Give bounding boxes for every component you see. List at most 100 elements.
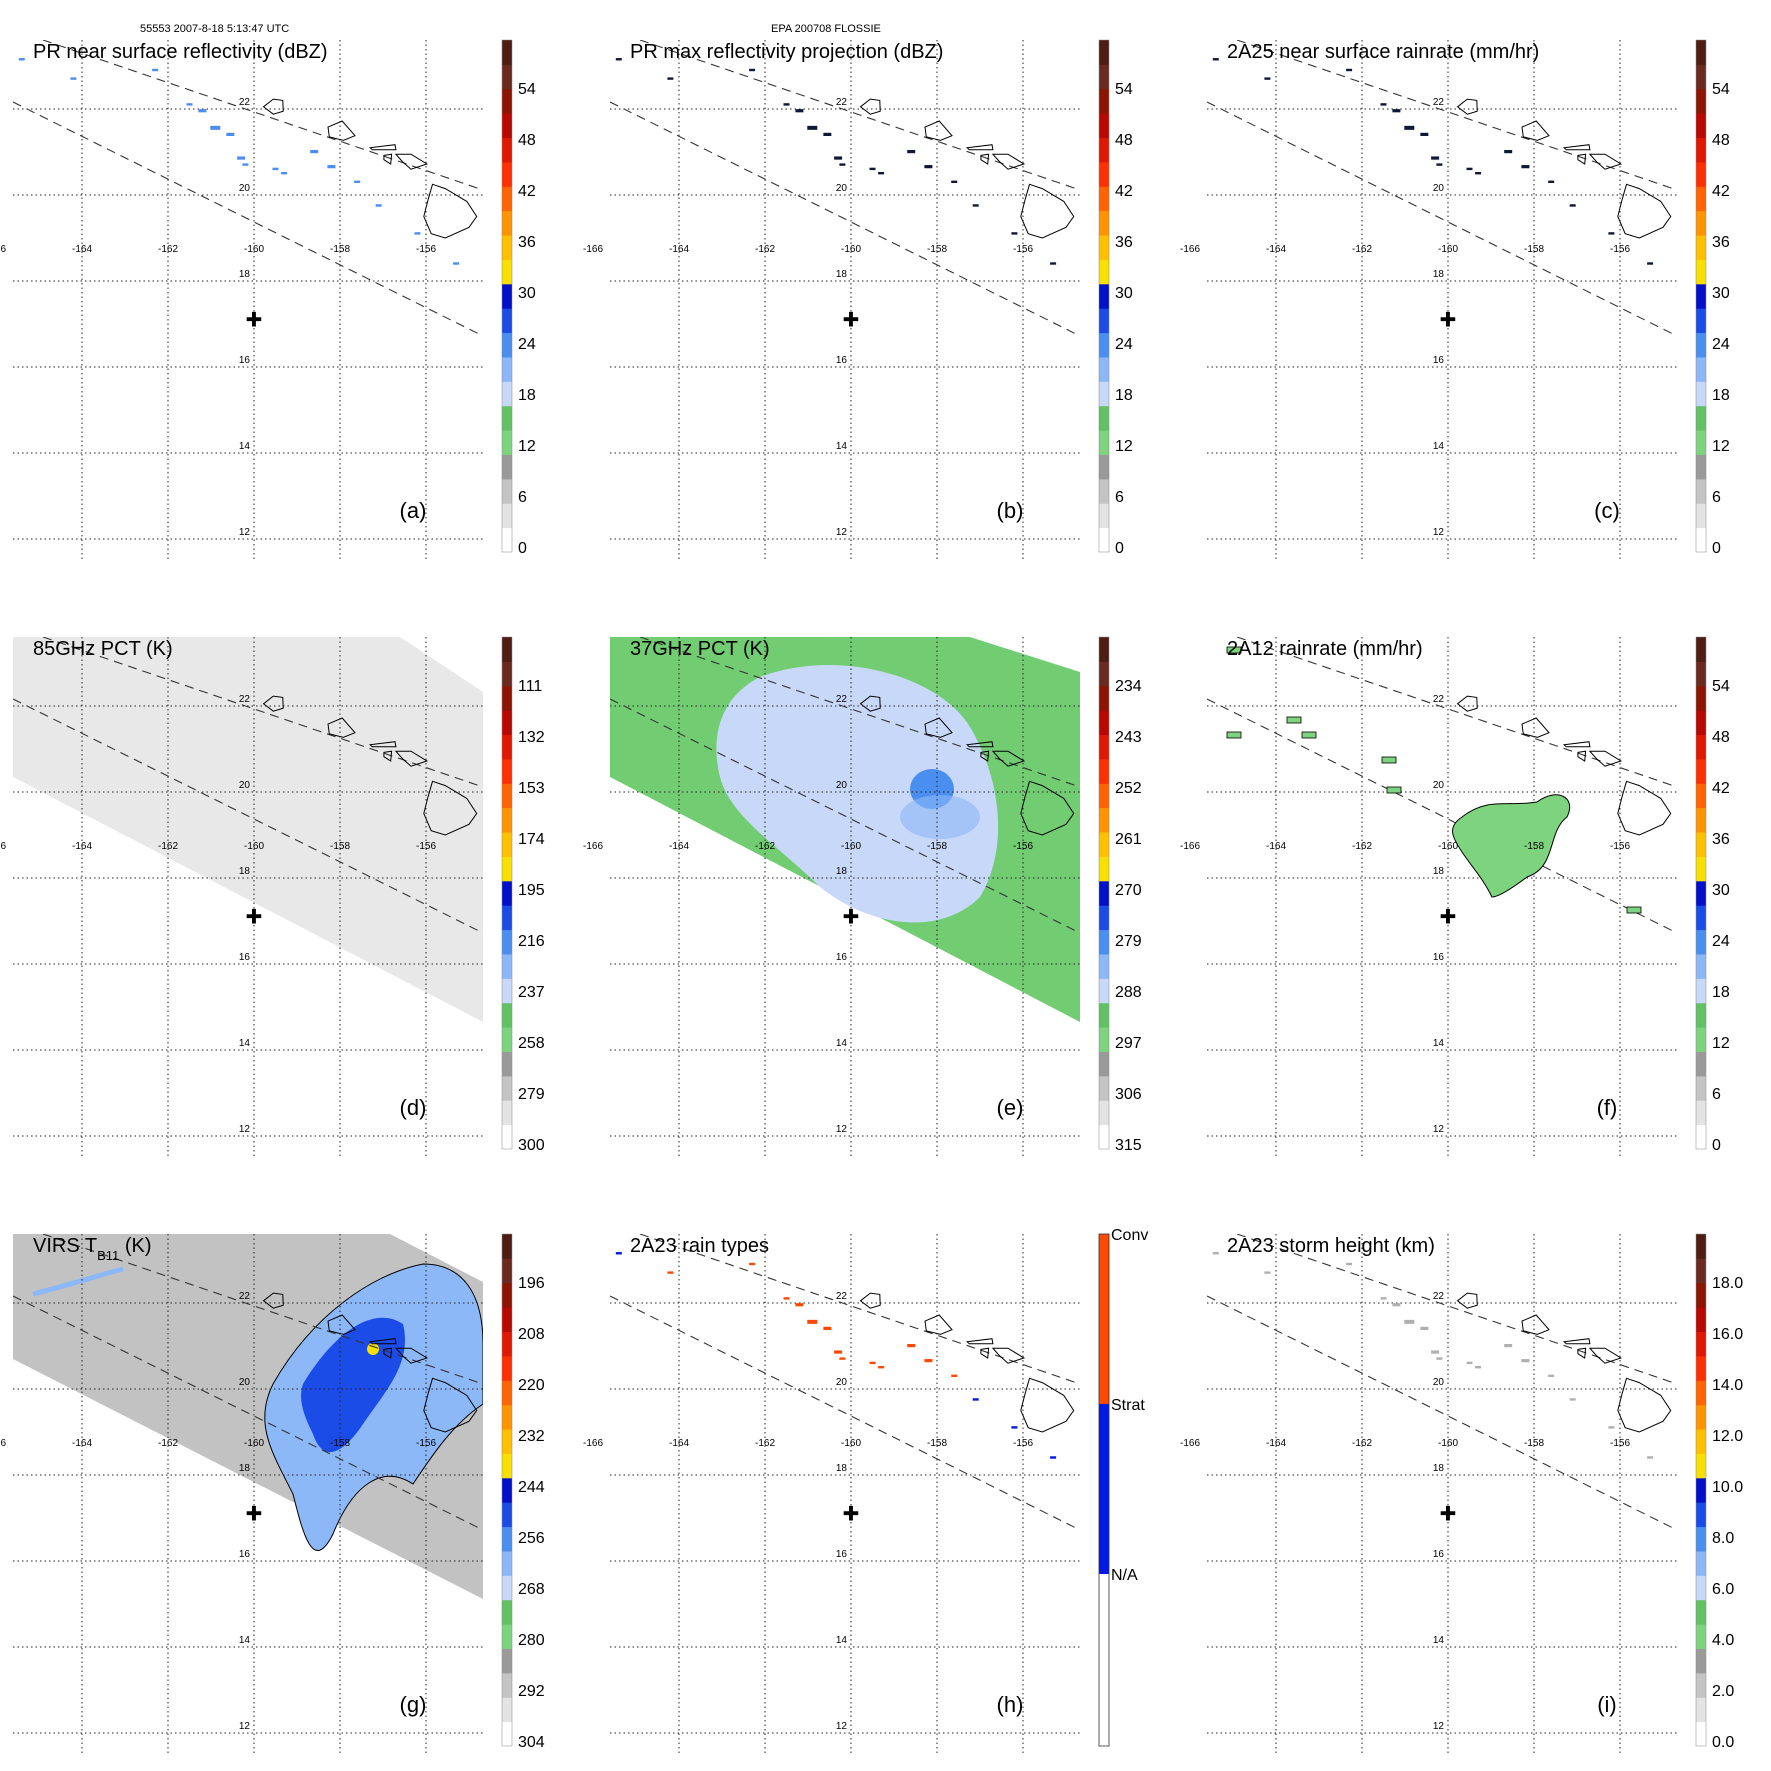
rain-patch xyxy=(1386,786,1402,794)
swath-area xyxy=(13,637,483,1022)
rain-patch xyxy=(1286,716,1302,724)
colorbar-frame xyxy=(501,1233,513,1747)
colorbar-segment xyxy=(1099,308,1109,334)
colorbar-segment xyxy=(1696,856,1706,882)
rain-pixel xyxy=(667,1271,674,1274)
rain-pixel xyxy=(1466,1361,1473,1365)
rain-pixel xyxy=(1521,1359,1530,1363)
colorbar-label: 0.0 xyxy=(1712,1734,1734,1751)
colorbar-label: 54 xyxy=(1712,678,1730,695)
colorbar-label: 237 xyxy=(518,984,545,1001)
colorbar-segment xyxy=(1099,430,1109,455)
colorbar-segment xyxy=(1099,332,1109,358)
lat-label: 12 xyxy=(1433,527,1445,538)
panel-title: PR near surface reflectivity (dBZ) xyxy=(33,41,328,63)
rain-pixel xyxy=(1404,125,1415,130)
rain-pixel xyxy=(972,204,979,207)
colorbar-segment xyxy=(1099,161,1109,187)
lon-label: -166 xyxy=(583,1438,603,1449)
orbit-info-label: 55553 2007-8-18 5:13:47 UTC xyxy=(140,23,290,35)
lat-label: 18 xyxy=(1433,269,1445,280)
colorbar-segment xyxy=(502,1258,512,1284)
panel-plot-area: ✚ xyxy=(1207,637,1677,1157)
colorbar-segment xyxy=(1696,478,1706,504)
colorbar-label: 196 xyxy=(518,1275,545,1292)
colorbar-segment xyxy=(1696,758,1706,784)
rain-pixel xyxy=(839,163,846,166)
lon-label: -162 xyxy=(755,841,775,852)
colorbar-label: 315 xyxy=(1115,1137,1142,1154)
rain-pixel xyxy=(1521,165,1530,169)
lat-label: 14 xyxy=(836,1635,848,1646)
colorbar-label: 258 xyxy=(518,1035,545,1052)
colorbar-segment xyxy=(1099,356,1109,382)
colorbar-label: 2.0 xyxy=(1712,1683,1734,1700)
lat-label: 18 xyxy=(836,1463,848,1474)
lon-label: -166 xyxy=(0,1438,6,1449)
colorbar-label: 306 xyxy=(1115,1086,1142,1103)
rain-pixel xyxy=(375,204,382,207)
colorbar-segment xyxy=(1099,283,1109,309)
rain-pixel xyxy=(1392,109,1401,113)
lat-label: 20 xyxy=(1433,780,1445,791)
lat-label: 18 xyxy=(239,866,251,877)
lat-label: 16 xyxy=(836,1549,848,1560)
lon-label: -166 xyxy=(1180,244,1200,255)
map-panel-g: ✚222018161412-166-164-162-160-158-156VIR… xyxy=(0,1233,545,1754)
lon-label: -156 xyxy=(416,244,436,255)
colorbar-label: 18 xyxy=(1712,984,1730,1001)
lat-label: 14 xyxy=(1433,1038,1445,1049)
lat-label: 22 xyxy=(1433,694,1445,705)
colorbar-label: 48 xyxy=(1115,132,1133,149)
rain-pixel xyxy=(354,180,361,183)
colorbar-segment xyxy=(502,161,512,187)
colorbar-segment xyxy=(1696,405,1706,431)
colorbar-frame xyxy=(1098,636,1110,1150)
colorbar-segment xyxy=(1696,880,1706,906)
rain-pixel xyxy=(749,68,756,72)
colorbar-label: 270 xyxy=(1115,882,1142,899)
colorbar-label: 30 xyxy=(1712,285,1730,302)
colorbar: 54 48 42 36 30 24 18 12 6 0 xyxy=(1695,636,1730,1154)
colorbar-segment xyxy=(1696,283,1706,309)
colorbar-segment xyxy=(1696,235,1706,260)
swath-edges xyxy=(13,40,483,337)
colorbar-segment xyxy=(1696,1100,1706,1126)
colorbar-segment xyxy=(1099,186,1109,212)
colorbar-segment xyxy=(1696,1404,1706,1430)
colorbar-label: 48 xyxy=(1712,729,1730,746)
panel-letter: (c) xyxy=(1594,498,1620,523)
colorbar: Conv Strat N/A xyxy=(1098,1227,1148,1747)
colorbar-segment xyxy=(502,1124,512,1150)
colorbar-segment xyxy=(1099,880,1109,906)
colorbar-segment xyxy=(502,1075,512,1101)
lat-label: 20 xyxy=(836,780,848,791)
lat-label: 16 xyxy=(836,952,848,963)
rain-patch xyxy=(1381,756,1397,764)
rain-pixel xyxy=(226,132,235,136)
title-subscript: B11 xyxy=(97,1248,119,1263)
colorbar-label: 268 xyxy=(518,1581,545,1598)
rain-pixel xyxy=(869,1361,876,1365)
rain-pixel xyxy=(1264,77,1271,80)
lat-label: 14 xyxy=(239,441,251,452)
colorbar-segment xyxy=(502,454,512,480)
colorbar-segment xyxy=(1696,1075,1706,1101)
colorbar-segment xyxy=(502,978,512,1004)
colorbar-segment xyxy=(1696,1502,1706,1528)
rain-pixel xyxy=(907,150,916,154)
colorbar-frame xyxy=(1098,39,1110,553)
cloud-band xyxy=(32,1266,124,1297)
panel-plot-area: ✚ xyxy=(610,40,1080,560)
colorbar-segment xyxy=(1099,905,1109,931)
lon-label: -166 xyxy=(1180,841,1200,852)
colorbar-label: 14.0 xyxy=(1712,1377,1743,1394)
colorbar-segment xyxy=(1099,405,1109,431)
colorbar-label: 12 xyxy=(1115,438,1133,455)
colorbar-label: 0 xyxy=(1712,540,1721,557)
colorbar-segment xyxy=(1696,1575,1706,1601)
colorbar-segment xyxy=(502,1453,512,1479)
title-suffix: (K) xyxy=(119,1235,151,1257)
colorbar-segment xyxy=(502,710,512,736)
colorbar-segment xyxy=(1696,661,1706,687)
